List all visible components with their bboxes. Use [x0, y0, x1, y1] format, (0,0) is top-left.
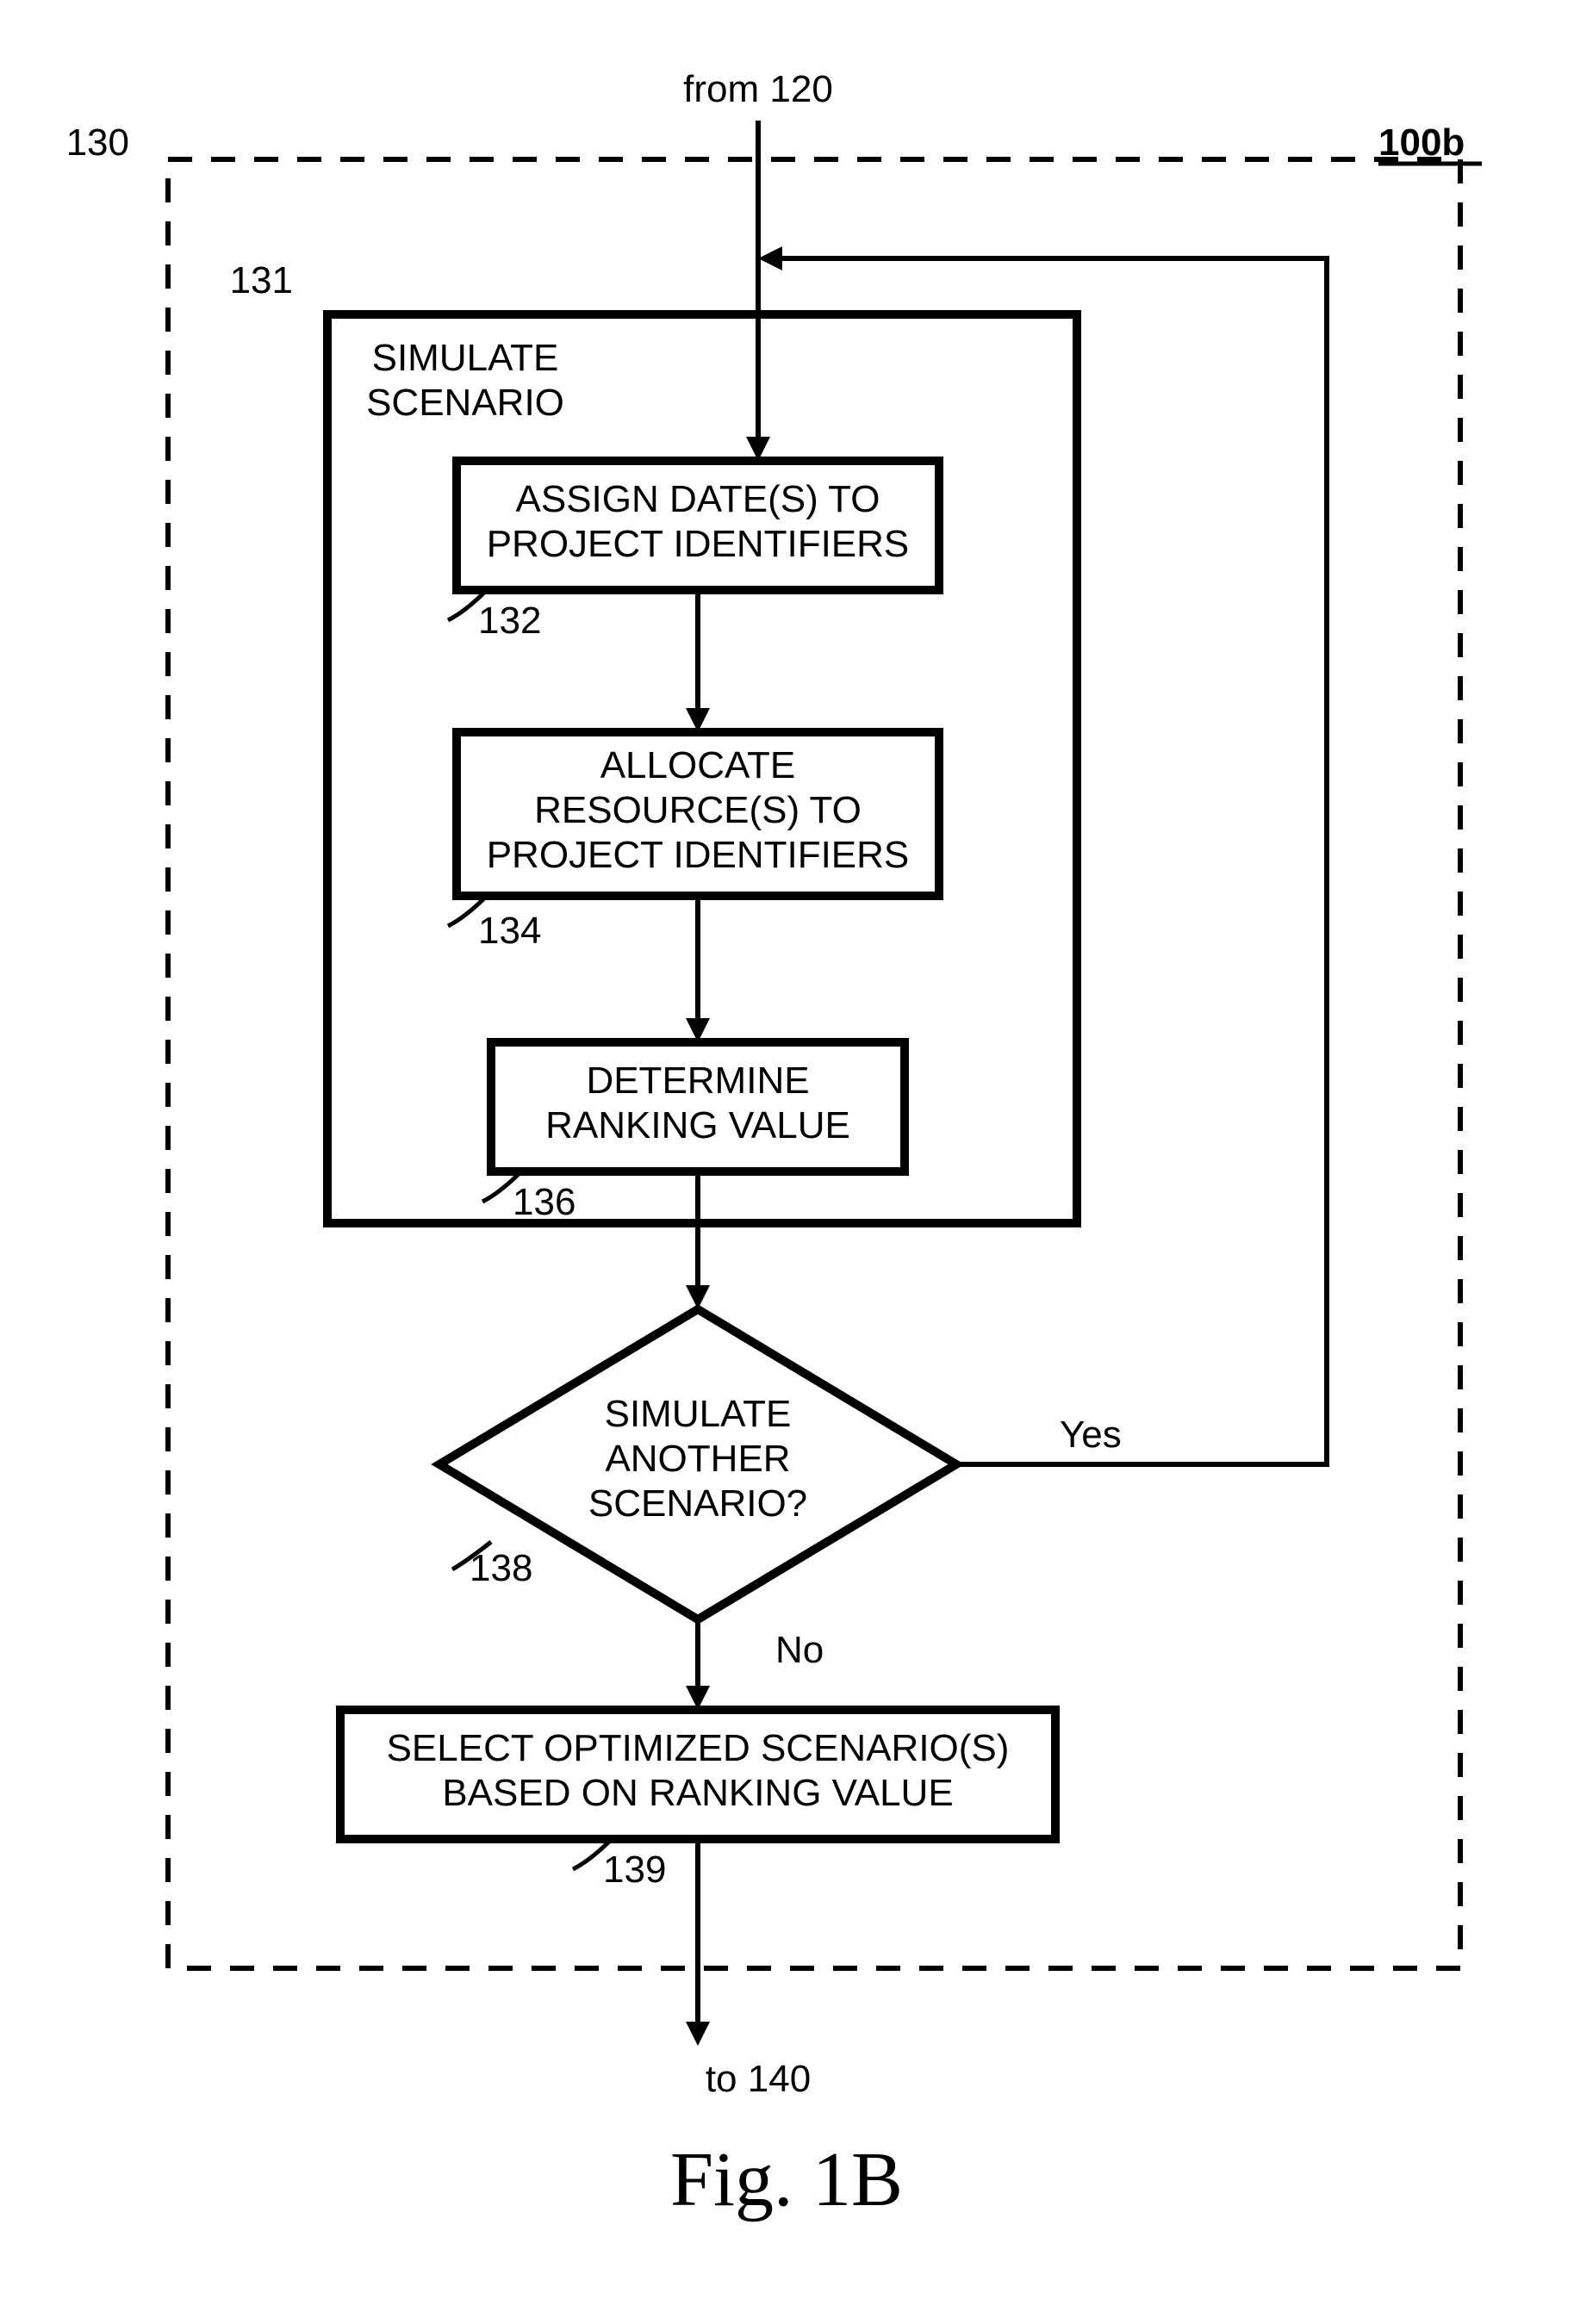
- arrow-136-to-decision: [686, 1171, 710, 1309]
- svg-text:DETERMINE: DETERMINE: [586, 1059, 809, 1102]
- arrow-decision-to-139: [686, 1619, 710, 1710]
- fig-ref-100b: 100b: [1378, 121, 1465, 164]
- svg-text:PROJECT IDENTIFIERS: PROJECT IDENTIFIERS: [487, 834, 910, 876]
- arrow-134-to-136: [686, 896, 710, 1042]
- label-no: No: [775, 1629, 824, 1671]
- arrow-139-to-out: [686, 1839, 710, 2046]
- ref-132: 132: [478, 600, 541, 642]
- figure-label: Fig. 1B: [670, 2137, 903, 2222]
- svg-text:SELECT OPTIMIZED SCENARIO(S): SELECT OPTIMIZED SCENARIO(S): [387, 1727, 1010, 1769]
- ref-136: 136: [513, 1181, 575, 1223]
- label-yes: Yes: [1060, 1414, 1122, 1456]
- svg-text:BASED ON RANKING VALUE: BASED ON RANKING VALUE: [442, 1772, 953, 1814]
- svg-text:ALLOCATE: ALLOCATE: [600, 744, 796, 786]
- svg-text:ASSIGN DATE(S) TO: ASSIGN DATE(S) TO: [516, 478, 880, 520]
- simulate-scenario-title: SIMULATE: [372, 337, 559, 379]
- ref-130: 130: [66, 121, 129, 164]
- svg-text:ANOTHER: ANOTHER: [605, 1438, 790, 1480]
- svg-text:SCENARIO?: SCENARIO?: [588, 1482, 807, 1525]
- arrow-top-to-132: [746, 121, 770, 461]
- svg-text:SIMULATE: SIMULATE: [605, 1393, 792, 1435]
- label-from-120: from 120: [683, 68, 833, 110]
- svg-text:RESOURCE(S) TO: RESOURCE(S) TO: [534, 789, 862, 831]
- simulate-scenario-title: SCENARIO: [366, 382, 564, 424]
- arrow-132-to-134: [686, 590, 710, 732]
- ref-138: 138: [470, 1547, 532, 1589]
- container-130: [168, 159, 1460, 1968]
- ref-139: 139: [603, 1849, 666, 1891]
- label-to-140: to 140: [706, 2058, 811, 2100]
- svg-text:PROJECT IDENTIFIERS: PROJECT IDENTIFIERS: [487, 523, 910, 565]
- ref-134: 134: [478, 910, 541, 952]
- svg-text:RANKING VALUE: RANKING VALUE: [545, 1104, 850, 1146]
- ref-131: 131: [230, 259, 293, 301]
